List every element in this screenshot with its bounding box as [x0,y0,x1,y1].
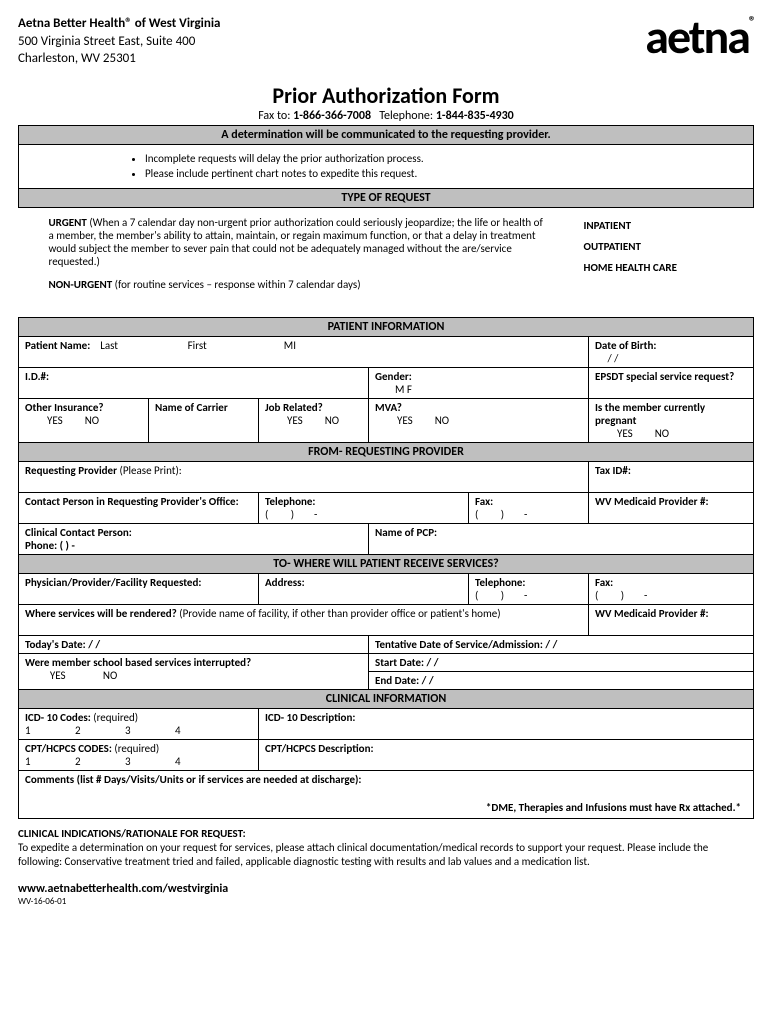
opt-inpatient: INPATIENT [584,216,724,237]
facility-cell[interactable]: Physician/Provider/Facility Requested: [19,573,259,604]
care-options: INPATIENT OUTPATIENT HOME HEALTH CARE [584,216,724,301]
type-body: URGENT (When a 7 calendar day non-urgent… [19,207,754,309]
address-cell[interactable]: Address: [259,573,469,604]
taxid-cell[interactable]: Tax ID#: [589,461,754,492]
to-header: TO- WHERE WILL PATIENT RECEIVE SERVICES? [19,554,754,573]
end-date-cell[interactable]: End Date: / / [369,671,754,689]
pregnant-cell[interactable]: Is the member currently pregnant YESNO [589,398,754,442]
cpt-desc-cell[interactable]: CPT/HCPCS Description: [259,739,754,770]
dme-note: *DME, Therapies and Infusions must have … [25,799,747,816]
from-tel-cell[interactable]: Telephone:( ) - [259,492,469,523]
patient-header: PATIENT INFORMATION [19,317,754,336]
aetna-logo: aetna® [645,7,754,66]
other-ins-cell[interactable]: Other Insurance? YESNO [19,398,149,442]
pcp-cell[interactable]: Name of PCP: [369,523,754,554]
mva-cell[interactable]: MVA? YESNO [369,398,589,442]
org-block: Aetna Better Health® of West Virginia 50… [18,15,220,68]
dob-cell[interactable]: Date of Birth: / / [589,336,754,367]
to-tel-cell[interactable]: Telephone:( ) - [469,573,589,604]
patient-name-cell[interactable]: Patient Name: Last First MI [19,336,589,367]
carrier-cell[interactable]: Name of Carrier [149,398,259,442]
bullet-2: Please include pertinent chart notes to … [145,166,747,181]
doc-id: WV-16-06-01 [18,896,754,907]
to-fax-cell[interactable]: Fax:( ) - [589,573,754,604]
epsdt-cell[interactable]: EPSDT special service request? [589,367,754,398]
org-addr2: Charleston, WV 25301 [18,50,220,68]
website: www.aetnabetterhealth.com/westvirginia [18,882,754,896]
cpt-codes-cell[interactable]: CPT/HCPCS CODES: (required) 1234 [19,739,259,770]
opt-homehealth: HOME HEALTH CARE [584,258,724,279]
footer-head: CLINICAL INDICATIONS/RATIONALE FOR REQUE… [18,827,754,841]
today-date-cell[interactable]: Today's Date: / / [19,635,369,653]
clinical-header: CLINICAL INFORMATION [19,689,754,708]
patient-table: PATIENT INFORMATION Patient Name: Last F… [18,317,754,819]
type-header: TYPE OF REQUEST [19,188,754,207]
bullets-cell: Incomplete requests will delay the prior… [19,145,754,189]
org-name: Aetna Better Health® of West Virginia [18,15,220,33]
form-title: Prior Authorization Form [18,82,754,109]
footer-section: CLINICAL INDICATIONS/RATIONALE FOR REQUE… [18,827,754,870]
gender-cell[interactable]: Gender: M F [369,367,589,398]
comments-cell[interactable]: Comments (list # Days/Visits/Units or if… [19,770,754,818]
footer-body: To expedite a determination on your requ… [18,841,754,870]
contact-line: Fax to: 1-866-366-7008 Telephone: 1-844-… [18,109,754,123]
req-provider-cell[interactable]: Requesting Provider (Please Print): [19,461,589,492]
wv-medicaid-cell[interactable]: WV Medicaid Provider #: [589,492,754,523]
bullet-1: Incomplete requests will delay the prior… [145,151,747,166]
determination-banner: A determination will be communicated to … [19,126,754,145]
to-wv-medicaid-cell[interactable]: WV Medicaid Provider #: [589,604,754,635]
header: Aetna Better Health® of West Virginia 50… [18,15,754,74]
id-cell[interactable]: I.D.#: [19,367,369,398]
opt-outpatient: OUTPATIENT [584,237,724,258]
icd-codes-cell[interactable]: ICD- 10 Codes: (required) 1234 [19,708,259,739]
clinical-contact-cell[interactable]: Clinical Contact Person:Phone: ( ) - [19,523,369,554]
start-date-cell[interactable]: Start Date: / / [369,653,754,671]
from-header: FROM- REQUESTING PROVIDER [19,442,754,461]
from-fax-cell[interactable]: Fax:( ) - [469,492,589,523]
contact-person-cell[interactable]: Contact Person in Requesting Provider's … [19,492,259,523]
job-cell[interactable]: Job Related? YESNO [259,398,369,442]
tentative-date-cell[interactable]: Tentative Date of Service/Admission: / / [369,635,754,653]
icd-desc-cell[interactable]: ICD- 10 Description: [259,708,754,739]
org-addr1: 500 Virginia Street East, Suite 400 [18,33,220,51]
main-table: A determination will be communicated to … [18,125,754,309]
where-rendered-cell[interactable]: Where services will be rendered? (Provid… [19,604,589,635]
school-cell[interactable]: Were member school based services interr… [19,653,369,689]
